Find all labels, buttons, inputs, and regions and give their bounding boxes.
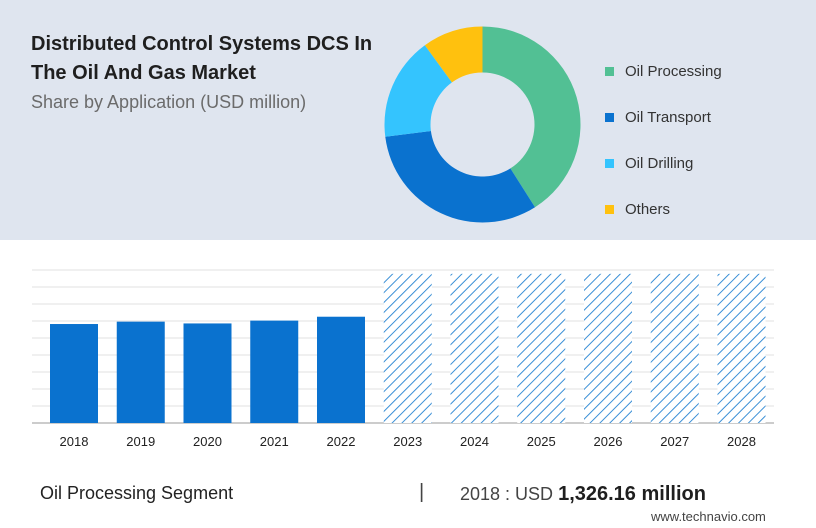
bar-2021 [250,320,299,423]
forecast-bar-2023 [383,273,432,423]
x-tick-label: 2026 [594,434,623,449]
x-tick-label: 2019 [126,434,155,449]
segment-name: Oil Processing Segment [40,483,234,503]
legend-item-others: Others [605,186,722,232]
forecast-bar-2025 [517,273,566,423]
legend-label: Oil Transport [625,108,711,126]
chart-subtitle: Share by Application (USD million) [31,92,307,112]
legend-item-oil-transport: Oil Transport [605,94,722,140]
donut-legend: Oil Processing Oil Transport Oil Drillin… [605,48,722,232]
legend-item-oil-drilling: Oil Drilling [605,140,722,186]
legend-swatch [605,66,614,76]
bar-2022 [317,316,365,423]
x-tick-label: 2028 [727,434,756,449]
donut-segment-others [424,26,483,83]
legend-label: Oil Processing [625,62,722,80]
bar-2020 [183,323,232,423]
x-tick-label: 2022 [327,434,356,449]
legend-swatch [605,112,614,122]
x-tick-label: 2027 [660,434,689,449]
forecast-bar-2027 [650,273,699,423]
chart-title: Distributed Control Systems DCS In The O… [31,33,373,84]
legend-label: Oil Drilling [625,154,694,172]
x-tick-label: 2024 [460,434,489,449]
forecast-bar-2024 [450,273,499,423]
bar-2019 [116,321,165,423]
source-link[interactable]: www.technavio.com [651,509,766,524]
x-tick-label: 2018 [60,434,89,449]
x-tick-label: 2020 [193,434,222,449]
legend-swatch [605,158,614,168]
footer-separator: | [419,481,425,503]
x-tick-label: 2021 [260,434,289,449]
forecast-bar-2026 [584,273,632,423]
forecast-bar-2028 [717,273,766,423]
bar-chart: 2018 2019 2020 2021 2022 2023 2024 2025 2026 2027… [32,269,774,449]
legend-label: Others [625,200,671,218]
donut-segment-oil-processing [482,26,581,208]
donut-segment-oil-drilling [384,45,452,137]
x-tick-label: 2023 [393,434,422,449]
donut-segment-oil-transport [385,131,536,223]
highlight-amount: 1,326.16 million [558,483,706,505]
highlight-value: 2018 : USD 1,326.16 million [460,483,706,506]
legend-item-oil-processing: Oil Processing [605,48,722,94]
bar-2018 [50,324,98,423]
legend-swatch [605,204,614,214]
highlight-year: 2018 : USD [460,484,554,504]
x-tick-label: 2025 [527,434,556,449]
donut-chart [384,26,581,223]
